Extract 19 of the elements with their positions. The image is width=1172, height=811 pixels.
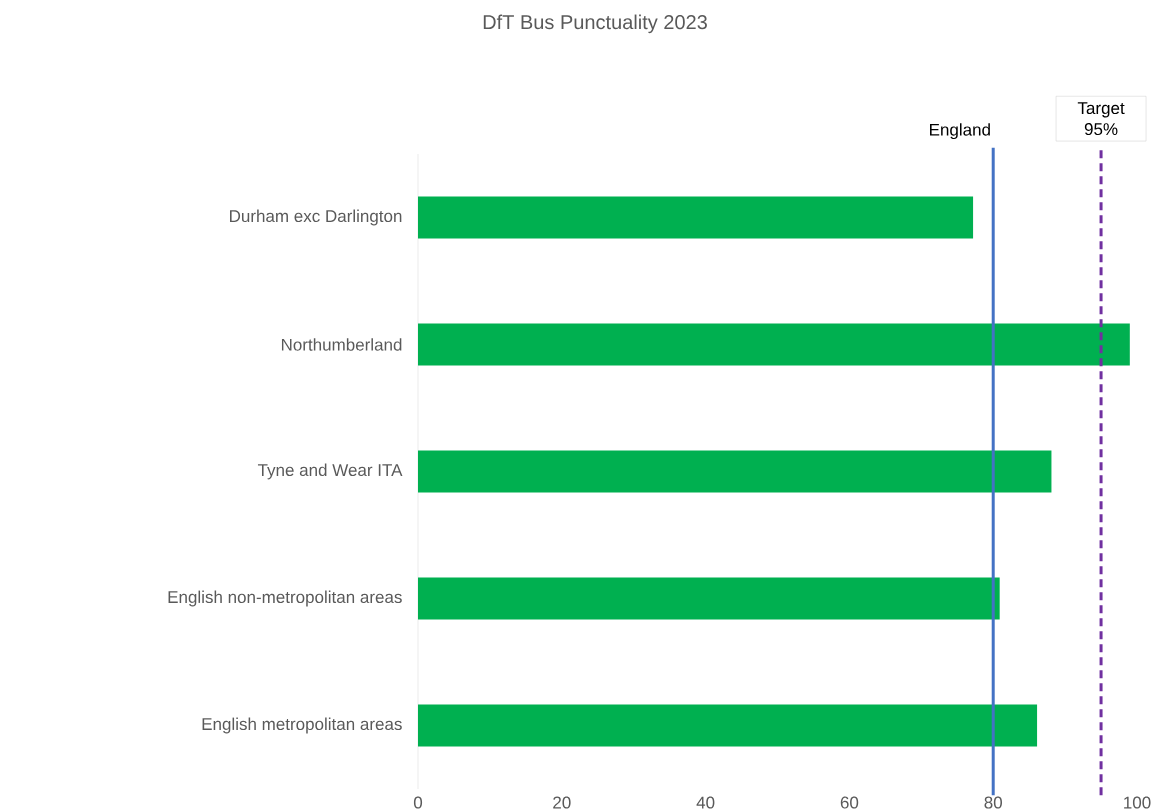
bar — [418, 323, 1130, 366]
bar — [418, 577, 1000, 620]
x-tick-label: 60 — [840, 796, 859, 809]
bar — [418, 196, 974, 239]
x-tick-label: 0 — [413, 796, 423, 809]
chart-title: DfT Bus Punctuality 2023 — [483, 14, 707, 34]
y-tick-label: English non-metropolitan areas — [168, 590, 402, 607]
x-tick-label: 80 — [984, 796, 1003, 809]
x-tick-label: 20 — [553, 796, 571, 809]
bar — [418, 450, 1052, 493]
y-tick-label: Northumberland — [281, 338, 402, 351]
ref-line-label: England — [930, 123, 990, 140]
x-tick-label: 100 — [1124, 796, 1151, 809]
ref-line-label: Target 95% — [1077, 102, 1125, 136]
x-tick-label: 40 — [696, 796, 715, 809]
y-tick-label: English metropolitan areas — [202, 717, 402, 734]
bar — [418, 704, 1038, 747]
y-tick-label: Tyne and Wear ITA — [257, 463, 403, 480]
y-tick-label: Durham exc Darlington — [230, 209, 402, 226]
